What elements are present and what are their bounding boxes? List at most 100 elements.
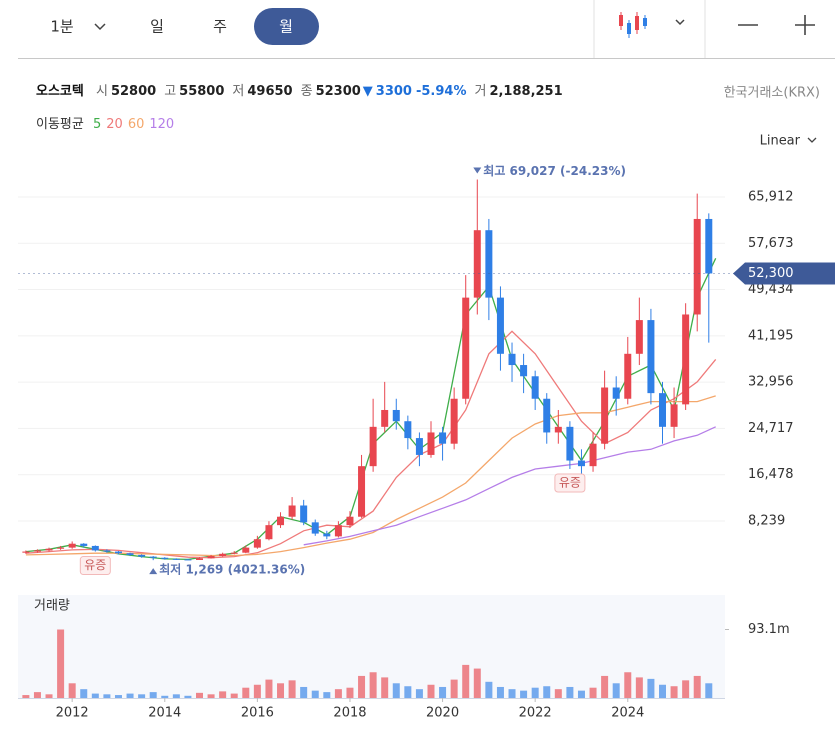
- volume-bar: [45, 694, 53, 698]
- volume-bar: [647, 678, 655, 698]
- candle-body: [126, 553, 134, 555]
- volume-bar: [381, 677, 389, 698]
- annotation: 유증: [84, 558, 106, 572]
- volume-bar: [138, 694, 146, 698]
- volume-bar: [635, 677, 643, 698]
- volume-bar: [311, 690, 319, 698]
- volume-bar: [80, 689, 88, 698]
- candle-body: [311, 522, 319, 534]
- candle-body: [658, 393, 666, 427]
- volume-bar: [415, 689, 423, 698]
- candle-body: [485, 230, 493, 298]
- candle-body: [207, 556, 215, 559]
- volume-bar: [265, 679, 273, 698]
- x-tick-label: 2022: [519, 706, 552, 721]
- volume-bar: [670, 686, 678, 698]
- quote-value: 52800: [111, 84, 156, 99]
- y-tick-label: 24,717: [748, 421, 794, 436]
- volume-bar: [184, 695, 192, 698]
- y-tick-label: 49,434: [748, 282, 794, 297]
- candle-body: [496, 297, 504, 354]
- chevron[interactable]: [807, 137, 817, 143]
- annotation-box: [79, 556, 111, 576]
- last-price-tag: [733, 262, 835, 285]
- candle-body: [230, 552, 238, 554]
- candle-body: [114, 551, 122, 554]
- candle-body: [300, 505, 308, 523]
- tab[interactable]: 일: [150, 18, 164, 36]
- volume-bar: [207, 694, 215, 698]
- candle-body: [195, 558, 203, 560]
- volume-bar: [33, 692, 41, 698]
- scale-mode[interactable]: Linear: [760, 134, 801, 149]
- candle-body: [172, 558, 180, 560]
- candle-body: [369, 426, 377, 467]
- volume-bar: [566, 686, 574, 698]
- candle-body: [103, 550, 111, 552]
- candle-body: [520, 365, 528, 377]
- volume-title: 거래량: [34, 599, 70, 614]
- volume-bar: [624, 672, 632, 698]
- candle-body: [566, 426, 574, 461]
- volume-bar: [57, 629, 65, 698]
- legend-entry: 20: [106, 117, 123, 132]
- volume-bar: [531, 687, 539, 698]
- x-tick-label: 2012: [56, 706, 89, 721]
- volume-bar: [682, 680, 690, 698]
- chevron[interactable]: [94, 23, 106, 31]
- legend-entry: 60: [128, 117, 145, 132]
- candle-body: [670, 404, 678, 427]
- volume-bar: [219, 691, 227, 698]
- volume-bar: [554, 689, 562, 698]
- volume-bar: [693, 675, 701, 698]
- tab[interactable]: 월: [279, 18, 293, 36]
- ma-legend-title: 이동평균: [36, 117, 84, 132]
- volume-bar: [230, 693, 238, 698]
- chevron[interactable]: [675, 19, 685, 26]
- tab-selected-bg[interactable]: [254, 8, 319, 45]
- x-tick-label: 2020: [426, 706, 459, 721]
- candle-body: [577, 460, 585, 467]
- volume-bar: [450, 679, 458, 698]
- candle-body: [138, 554, 146, 557]
- volume-bar: [22, 695, 30, 698]
- quote-label: 고: [164, 84, 176, 99]
- volume-bar: [427, 684, 435, 698]
- tab[interactable]: 1분: [50, 18, 74, 36]
- volume-bar: [358, 675, 366, 698]
- candle-body: [57, 547, 65, 549]
- quote-label: 저: [232, 84, 244, 99]
- x-tick-label: 2024: [611, 706, 644, 721]
- volume-tick-label: 93.1m: [748, 622, 790, 637]
- candle-body: [346, 516, 354, 526]
- candle-body: [45, 548, 53, 551]
- stock-name: 오스코텍: [36, 83, 84, 99]
- candle-body: [635, 320, 643, 354]
- tab[interactable]: 주: [213, 18, 227, 36]
- volume-bar: [705, 683, 713, 698]
- candle-body: [415, 438, 423, 455]
- quote-value: 55800: [179, 84, 224, 99]
- y-tick-label: 57,673: [748, 236, 794, 251]
- quote-value: 52300: [316, 84, 361, 99]
- candle-body: [22, 551, 30, 553]
- zoom-in[interactable]: [795, 15, 815, 35]
- quote-value: 2,188,251: [489, 84, 562, 99]
- candle-body: [277, 516, 285, 526]
- change-arrow: ▼: [363, 84, 373, 99]
- annotation-arrow: [149, 568, 158, 575]
- volume-bar: [334, 689, 342, 698]
- candle-body: [705, 218, 713, 274]
- volume-bar: [658, 684, 666, 698]
- candle-body: [381, 409, 389, 427]
- candle-body: [439, 432, 447, 444]
- volume-bar: [149, 692, 157, 698]
- candle-body: [91, 545, 99, 551]
- candle-body: [531, 376, 539, 399]
- x-tick-label: 2014: [148, 706, 181, 721]
- chart-type-icon[interactable]: [619, 12, 647, 38]
- annotation-box: [554, 473, 586, 493]
- volume-bar: [462, 664, 470, 698]
- quote-label: 종: [301, 84, 313, 99]
